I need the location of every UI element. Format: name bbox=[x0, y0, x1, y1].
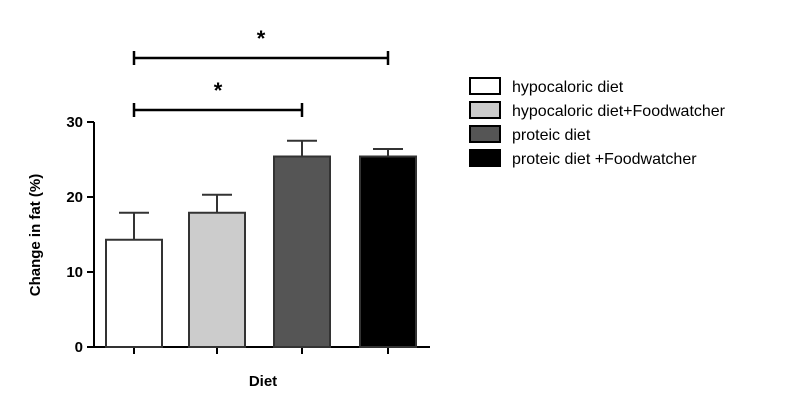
y-tick-label: 30 bbox=[66, 114, 83, 131]
legend-label: proteic diet +Foodwatcher bbox=[512, 151, 697, 168]
y-tick-label: 0 bbox=[75, 339, 83, 356]
bar bbox=[273, 155, 331, 348]
legend-swatch bbox=[469, 125, 501, 143]
legend-item: proteic diet +Foodwatcher bbox=[469, 149, 697, 168]
significance-brackets: ** bbox=[132, 26, 390, 117]
bars bbox=[105, 155, 417, 348]
y-axis-title: Change in fat (%) bbox=[27, 174, 44, 297]
legend-item: proteic diet bbox=[469, 125, 591, 144]
legend-swatch bbox=[469, 77, 501, 95]
bar bbox=[188, 211, 246, 348]
error-bars bbox=[119, 139, 403, 240]
bar bbox=[359, 155, 417, 348]
significance-bracket: * bbox=[132, 78, 304, 117]
significance-bracket: * bbox=[132, 26, 390, 65]
significance-label: * bbox=[257, 26, 266, 51]
legend: hypocaloric diet hypocaloric diet+Foodwat… bbox=[469, 77, 726, 168]
legend-label: hypocaloric diet+Foodwatcher bbox=[512, 103, 726, 120]
bar bbox=[105, 238, 163, 348]
legend-item: hypocaloric diet+Foodwatcher bbox=[469, 101, 726, 120]
legend-swatch bbox=[469, 149, 501, 167]
significance-label: * bbox=[214, 78, 223, 103]
legend-swatch bbox=[469, 101, 501, 119]
error-bar bbox=[373, 148, 403, 157]
error-bar bbox=[287, 139, 317, 157]
y-tick-label: 20 bbox=[66, 189, 83, 206]
legend-label: hypocaloric diet bbox=[512, 79, 624, 96]
error-bar bbox=[119, 211, 149, 240]
x-axis-title: Diet bbox=[249, 373, 277, 390]
error-bar bbox=[202, 193, 232, 213]
legend-label: proteic diet bbox=[512, 127, 591, 144]
legend-item: hypocaloric diet bbox=[469, 77, 624, 96]
y-tick-label: 10 bbox=[66, 264, 83, 281]
